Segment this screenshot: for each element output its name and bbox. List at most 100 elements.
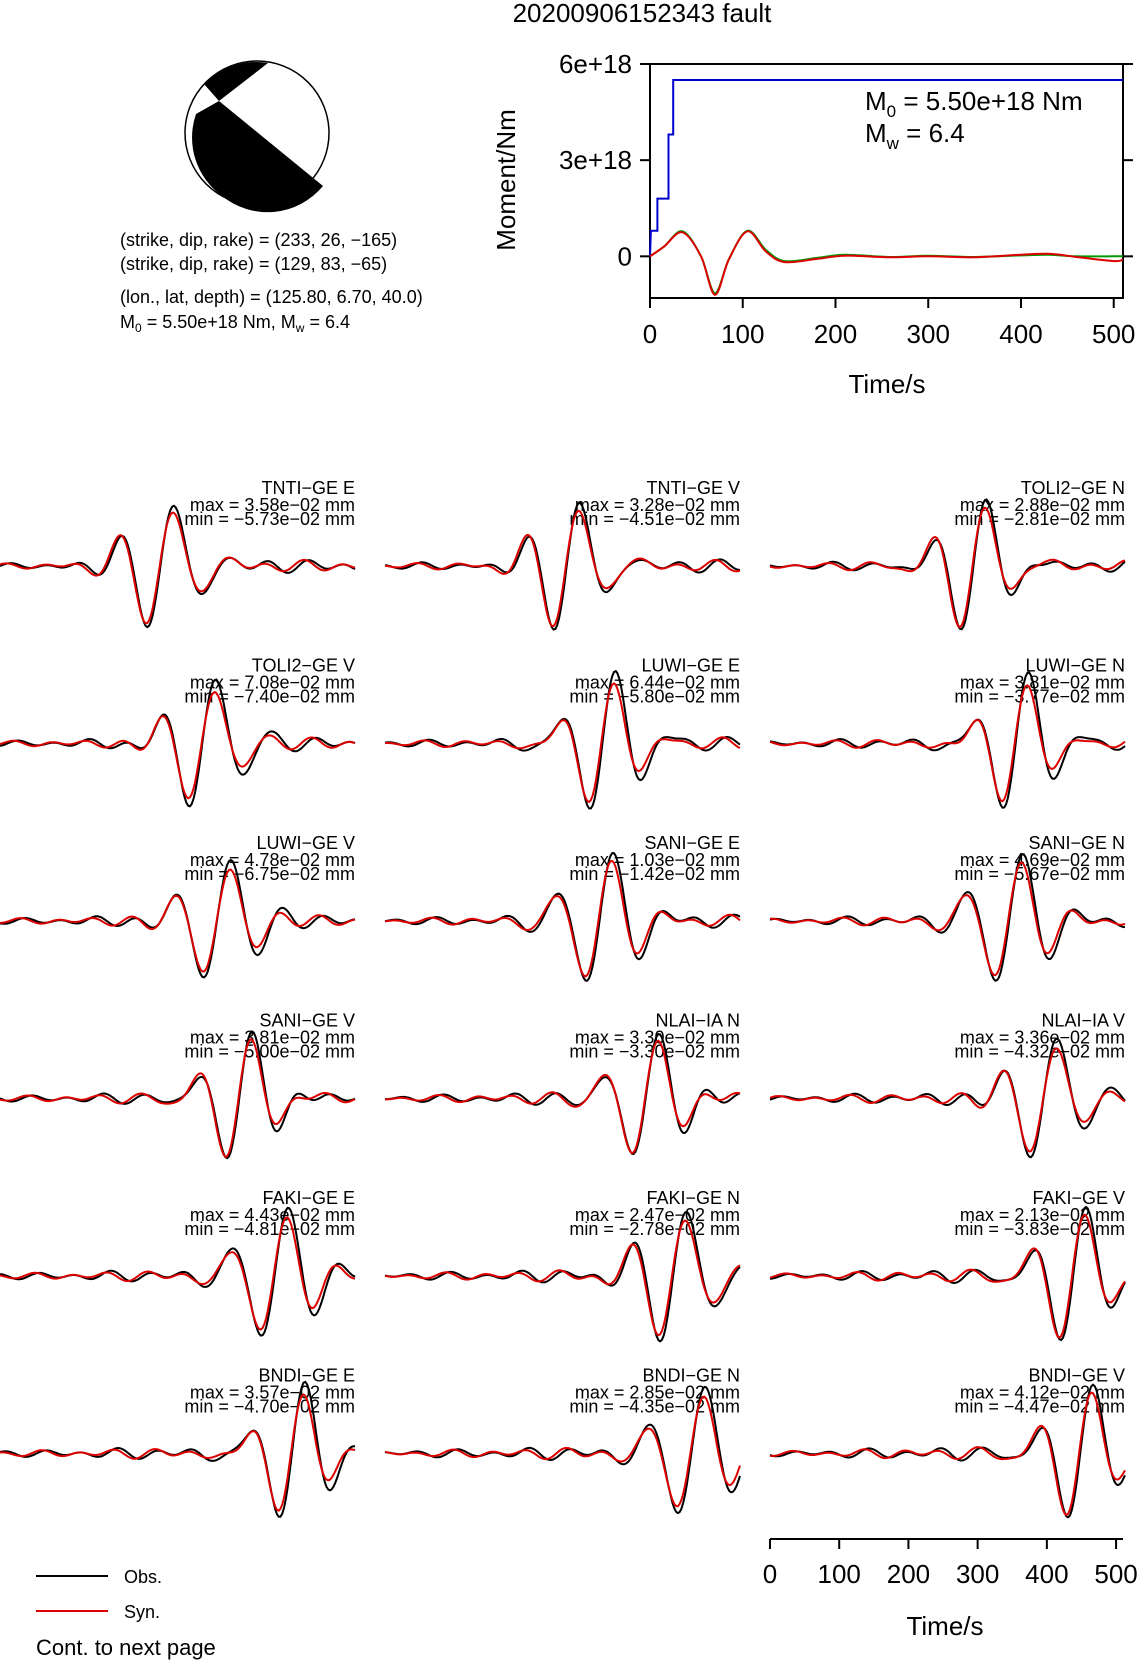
legend-obs-label: Obs. bbox=[124, 1567, 162, 1587]
moment-ytick-label: 0 bbox=[618, 241, 632, 271]
waveform-max-label: max = 2.47e−02 mm bbox=[575, 1205, 740, 1225]
moment-ylabel: Moment/Nm bbox=[491, 109, 521, 251]
waveform-max-label: max = 7.08e−02 mm bbox=[190, 673, 355, 693]
waveform-min-label: min = −3.83e−02 mm bbox=[954, 1219, 1125, 1239]
synthetic-trace bbox=[769, 861, 1126, 977]
bottom-xtick-label: 400 bbox=[1025, 1559, 1068, 1589]
waveform-min-label: min = −5.67e−02 mm bbox=[954, 864, 1125, 884]
waveform-max-label: max = 4.69e−02 mm bbox=[960, 850, 1125, 870]
bottom-xtick-label: 300 bbox=[956, 1559, 999, 1589]
waveform-station-label: SANI−GE V bbox=[259, 1011, 355, 1031]
legend-syn-label: Syn. bbox=[124, 1602, 160, 1622]
waveform-min-label: min = −4.32e−02 mm bbox=[954, 1042, 1125, 1062]
moment-mw-annotation: Mw = 6.4 bbox=[865, 118, 965, 153]
bottom-time-axis: 0 100 200 300 400 500 bbox=[763, 1538, 1138, 1589]
synthetic-trace bbox=[769, 506, 1126, 629]
footer-note: Cont. to next page bbox=[36, 1635, 216, 1660]
waveform-min-label: min = −4.51e−02 mm bbox=[569, 509, 740, 529]
waveform-station-label: TNTI−GE V bbox=[646, 478, 740, 498]
waveform-min-label: min = −3.30e−02 mm bbox=[569, 1042, 740, 1062]
moment-curves bbox=[649, 79, 1124, 296]
synthetic-trace bbox=[769, 684, 1126, 803]
waveform-station-label: TOLI2−GE V bbox=[252, 656, 355, 676]
bottom-xtick-label: 200 bbox=[887, 1559, 930, 1589]
synthetic-trace bbox=[384, 1395, 741, 1508]
waveform-station-label: TNTI−GE E bbox=[261, 478, 355, 498]
waveform-min-label: min = −1.42e−02 mm bbox=[569, 864, 740, 884]
moment-axes: 6e+18 3e+18 0 0 100 200 300 400 500 bbox=[559, 49, 1135, 349]
waveform-max-label: max = 3.30e−02 mm bbox=[575, 1028, 740, 1048]
synthetic-trace bbox=[0, 690, 356, 800]
synthetic-trace bbox=[0, 1393, 356, 1512]
waveform-max-label: max = 3.36e−02 mm bbox=[960, 1028, 1125, 1048]
waveform-max-label: max = 3.58e−02 mm bbox=[190, 495, 355, 515]
synthetic-trace bbox=[384, 682, 741, 804]
bottom-xtick-label: 500 bbox=[1094, 1559, 1137, 1589]
waveform-station-label: SANI−GE N bbox=[1028, 833, 1125, 853]
moment-xtick-label: 400 bbox=[999, 319, 1042, 349]
moment-xtick-label: 500 bbox=[1092, 319, 1135, 349]
waveform-station-label: NLAI−IA N bbox=[655, 1011, 740, 1031]
page-title: 20200906152343 fault bbox=[513, 0, 773, 28]
waveform-max-label: max = 2.88e−02 mm bbox=[960, 495, 1125, 515]
moment-xtick-label: 300 bbox=[907, 319, 950, 349]
waveform-station-label: FAKI−GE E bbox=[262, 1188, 355, 1208]
waveform-max-label: max = 3.81e−02 mm bbox=[190, 1028, 355, 1048]
waveform-station-label: LUWI−GE V bbox=[256, 833, 355, 853]
moment-m0-annotation: M0 = 5.50e+18 Nm bbox=[865, 86, 1083, 121]
observed-trace bbox=[384, 1032, 741, 1156]
synthetic-trace bbox=[769, 1213, 1126, 1339]
moment-xtick-label: 200 bbox=[814, 319, 857, 349]
observed-trace bbox=[384, 1385, 741, 1515]
synthetic-trace bbox=[384, 509, 741, 628]
synthetic-trace bbox=[0, 1216, 356, 1331]
waveform-min-label: min = −2.78e−02 mm bbox=[569, 1219, 740, 1239]
legend: Obs. Syn. bbox=[36, 1567, 162, 1622]
synthetic-trace bbox=[769, 1391, 1126, 1517]
waveform-station-label: LUWI−GE E bbox=[641, 656, 740, 676]
waveform-min-label: min = −7.40e−02 mm bbox=[184, 687, 355, 707]
waveform-station-label: BNDI−GE V bbox=[1028, 1366, 1125, 1386]
beachball bbox=[184, 60, 330, 213]
synthetic-trace bbox=[0, 511, 356, 625]
moment-ytick-label: 6e+18 bbox=[559, 49, 632, 79]
mechanism-info: (strike, dip, rake) = (233, 26, −165) (s… bbox=[120, 230, 423, 335]
waveform-station-label: FAKI−GE V bbox=[1032, 1188, 1125, 1208]
synthetic-trace bbox=[769, 1047, 1126, 1153]
mechanism-line-3: (lon., lat, depth) = (125.80, 6.70, 40.0… bbox=[120, 287, 423, 307]
moment-panel: 6e+18 3e+18 0 0 100 200 300 400 500 M0 = 5.50e+1… bbox=[491, 49, 1135, 399]
mechanism-moment-line: M0 = 5.50e+18 Nm, Mw = 6.4 bbox=[120, 312, 350, 335]
observed-trace bbox=[769, 853, 1126, 982]
waveform-min-label: min = −5.80e−02 mm bbox=[569, 687, 740, 707]
mechanism-line-1: (strike, dip, rake) = (233, 26, −165) bbox=[120, 230, 397, 250]
waveform-min-label: min = −5.00e−02 mm bbox=[184, 1042, 355, 1062]
waveform-min-label: min = −6.75e−02 mm bbox=[184, 864, 355, 884]
waveform-min-label: min = −5.73e−02 mm bbox=[184, 509, 355, 529]
waveform-station-label: TOLI2−GE N bbox=[1021, 478, 1125, 498]
waveform-max-label: max = 2.85e−02 mm bbox=[575, 1383, 740, 1403]
waveform-min-label: min = −3.77e−02 mm bbox=[954, 687, 1125, 707]
synthetic-trace bbox=[0, 1038, 356, 1159]
moment-xlabel: Time/s bbox=[848, 369, 925, 399]
moment-series-line bbox=[649, 79, 1123, 257]
waveform-min-label: min = −4.47e−02 mm bbox=[954, 1397, 1125, 1417]
waveform-min-label: min = −2.81e−02 mm bbox=[954, 509, 1125, 529]
